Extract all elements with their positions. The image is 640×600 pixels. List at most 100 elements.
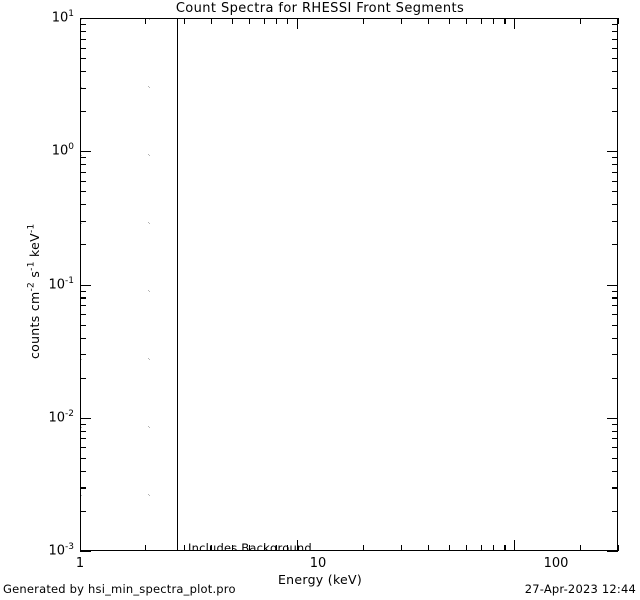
ytick-right [612,164,618,166]
xtick-top [183,18,185,24]
footer-generated-by: Generated by hsi_min_spectra_plot.pro [3,582,236,596]
ytick-right [612,290,618,292]
xtick-top [448,18,451,24]
ytick-major-minor [80,47,86,49]
xtick-major-minor [249,545,251,551]
xtick-major-minor [287,545,289,551]
xtick-top [210,18,212,24]
ytick-right [612,47,618,49]
xtick-top [504,18,506,24]
ytick-major-minor [80,290,86,292]
ytick-right [607,284,618,286]
ytick-major-minor [80,297,86,299]
ytick-right [607,18,618,20]
ytick-major-minor [80,417,91,419]
xtick-top [480,18,482,24]
ytick-right [612,30,618,32]
xtick-major-minor [427,545,430,551]
ytick-major-minor [80,171,86,173]
xtick-top [427,18,430,24]
xtick-top [362,18,364,24]
ytick-right [612,111,618,113]
xtick-major-minor [362,545,364,551]
ytick-right [612,244,618,246]
ytick-major-minor [80,284,91,286]
ytick-right [612,87,618,89]
xtick-top [297,18,299,29]
ytick-major-minor [80,244,86,246]
ytick-right [607,551,618,553]
ytick-right [612,157,618,159]
ytick-right [612,71,618,73]
ytick-major-minor [80,164,86,166]
ytick-right [612,191,618,193]
ytick-major-minor [80,24,86,26]
xtick-major-minor [400,545,402,551]
ytick-label-1e1: 101 [51,9,74,26]
ytick-major-minor [80,430,86,432]
xtick-major-minor [448,545,451,551]
xtick-top [231,18,233,24]
ytick-major-minor [80,180,86,182]
ytick-right [612,354,618,356]
ytick-major-minor [80,305,86,307]
xtick-minor [579,545,581,551]
ytick-major-minor [80,470,86,472]
ytick-major-minor [80,337,86,339]
ytick-right [612,305,618,307]
xtick-major-minor [480,545,482,551]
ytick-major-minor [80,71,86,73]
xtick-top-minor [618,18,620,24]
page-title: Count Spectra for RHESSI Front Segments [175,1,465,16]
ytick-right [612,438,618,440]
ytick-major-minor [80,324,86,326]
footer-timestamp: 27-Apr-2023 12:44 [524,582,636,596]
xtick-top [400,18,402,24]
ytick-right [607,417,618,419]
xtick-top [466,18,468,24]
xtick-major-minor [504,545,506,551]
x-axis-title: Energy (keV) [277,572,363,587]
xtick-major-minor [183,545,185,551]
ytick-major-minor [80,423,86,425]
ytick-label-1e-1: 10-1 [48,276,74,293]
xtick-major-minor [210,545,212,551]
ytick-right [607,151,618,153]
ytick-right [612,337,618,339]
ytick-major-minor [80,551,91,553]
ytick-label-1e0: 100 [51,142,74,159]
xtick-top [514,18,516,29]
ytick-major-minor [80,220,86,223]
xtick-label-1: 1 [75,556,85,571]
y-axis-title: counts cm-2 s-1 keV-1 [26,223,42,360]
ytick-right [612,171,618,173]
xtick-top [80,18,82,29]
xtick-major-minor [514,540,516,551]
ytick-major-minor [80,510,86,512]
xtick-top [287,18,289,24]
plot-area[interactable]: Includes Background Att A0, FDecim 2 [80,18,618,551]
ytick-major-minor [80,438,86,440]
ytick-major-minor [80,18,91,20]
xtick-major-minor [466,545,468,551]
ytick-major-minor [80,204,86,206]
xtick-top [276,18,278,24]
xtick-major-minor [493,545,495,551]
ytick-right [612,38,618,40]
ytick-major-minor [80,58,86,60]
ytick-right [612,58,618,60]
ytick-major-minor [80,354,86,356]
hatched-region [81,19,178,550]
ytick-right [612,423,618,425]
ytick-major-minor [80,151,91,153]
ytick-right [612,447,618,449]
ytick-label-1e-2: 10-2 [48,409,74,426]
ytick-major-minor [80,191,86,193]
xtick-major-minor [80,540,82,551]
xtick-top [263,18,265,24]
ytick-right [612,324,618,326]
xtick-top [249,18,251,24]
ytick-right [612,297,618,299]
ytick-major-minor [80,38,86,40]
xtick-top [145,18,147,24]
